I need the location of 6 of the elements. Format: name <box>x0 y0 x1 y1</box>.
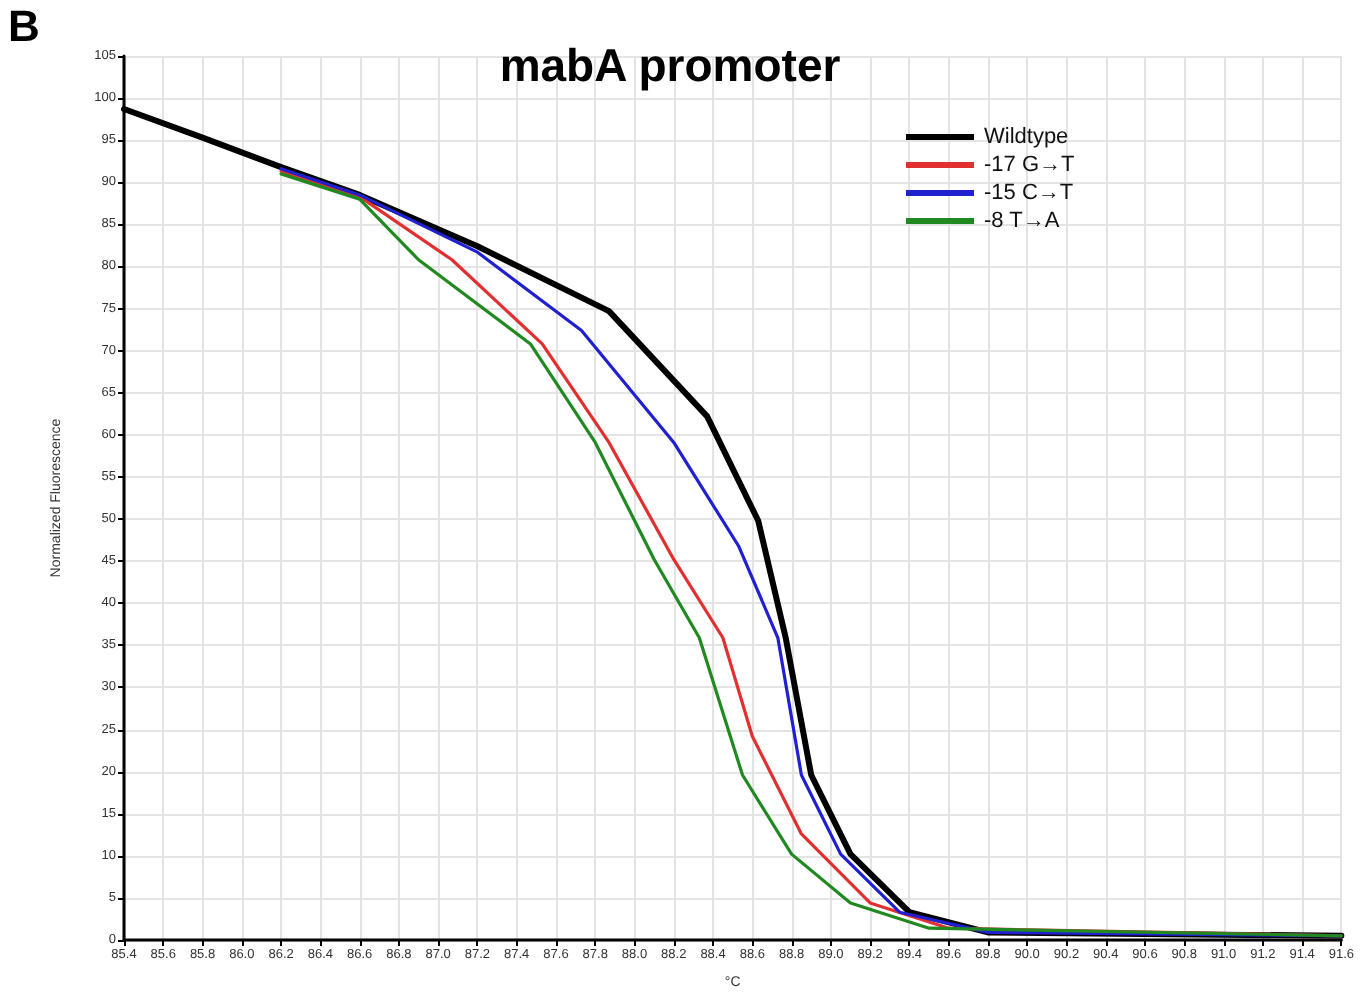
legend-label: Wildtype <box>984 125 1069 149</box>
legend-label: -15 C→T <box>984 181 1074 205</box>
legend-label: -17 G→T <box>984 153 1076 177</box>
text: B <box>8 1 40 51</box>
chart-title: mabA promoter <box>499 39 841 91</box>
legend-label: -8 T→A <box>984 209 1061 233</box>
